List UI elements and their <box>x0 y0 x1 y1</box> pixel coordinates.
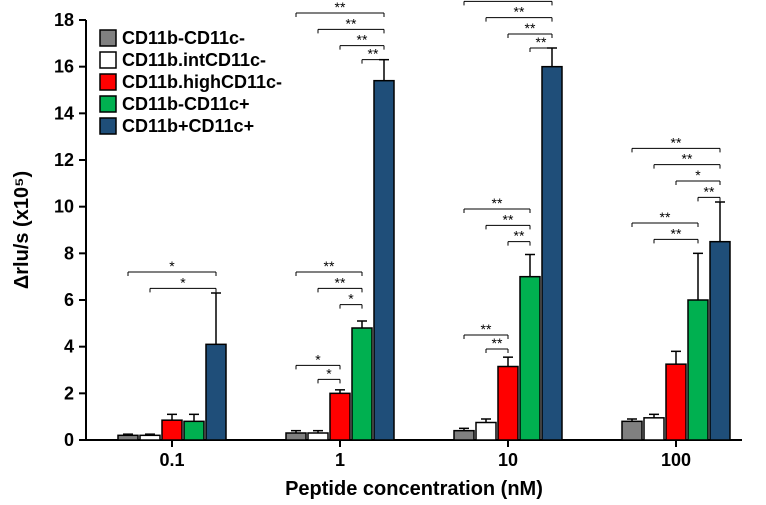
sig-label: ** <box>335 0 346 15</box>
legend-label: CD11b.intCD11c- <box>122 50 266 70</box>
legend-label: CD11b.highCD11c- <box>122 72 282 92</box>
sig-label: ** <box>503 0 514 3</box>
y-tick-label: 4 <box>64 337 74 357</box>
bar <box>666 364 686 440</box>
sig-label: ** <box>368 46 379 62</box>
x-tick-label: 0.1 <box>159 450 184 470</box>
bar <box>140 435 160 440</box>
legend-swatch <box>100 74 116 90</box>
sig-label: ** <box>492 335 503 351</box>
bar <box>308 433 328 440</box>
sig-label: ** <box>503 211 514 227</box>
bar <box>162 420 182 440</box>
y-tick-label: 10 <box>54 197 74 217</box>
x-tick-label: 100 <box>661 450 691 470</box>
sig-label: ** <box>481 321 492 337</box>
legend-label: CD11b+CD11c+ <box>122 116 254 136</box>
sig-label: ** <box>536 34 547 50</box>
sig-label: ** <box>682 151 693 167</box>
sig-label: * <box>348 291 354 307</box>
y-tick-label: 14 <box>54 103 74 123</box>
legend-swatch <box>100 118 116 134</box>
bar <box>542 67 562 440</box>
sig-label: ** <box>525 20 536 36</box>
sig-label: ** <box>346 15 357 31</box>
sig-label: ** <box>514 228 525 244</box>
sig-label: ** <box>324 258 335 274</box>
bar <box>622 421 642 440</box>
sig-label: * <box>695 167 701 183</box>
sig-label: * <box>180 274 186 290</box>
legend-label: CD11b-CD11c+ <box>122 94 250 114</box>
bar <box>454 431 474 440</box>
y-tick-label: 8 <box>64 243 74 263</box>
bar <box>286 433 306 440</box>
bar <box>644 418 664 440</box>
y-tick-label: 12 <box>54 150 74 170</box>
bar <box>330 393 350 440</box>
x-tick-label: 1 <box>335 450 345 470</box>
x-axis-title: Peptide concentration (nM) <box>285 478 543 500</box>
bar <box>184 421 204 440</box>
bar <box>476 423 496 441</box>
y-tick-label: 2 <box>64 383 74 403</box>
sig-label: ** <box>660 209 671 225</box>
grouped-bar-chart: 0 2 4 6 8 10 12 14 16 18 Δrlu/s (x10⁵) 0.1 1 10 100 Pep… <box>0 0 766 505</box>
sig-label: ** <box>357 32 368 48</box>
y-tick-label: 18 <box>54 10 74 30</box>
sig-label: ** <box>492 195 503 211</box>
legend-swatch <box>100 96 116 112</box>
sig-label: * <box>326 365 332 381</box>
bar <box>688 300 708 440</box>
y-tick-label: 6 <box>64 290 74 310</box>
legend-label: CD11b-CD11c- <box>122 28 245 48</box>
sig-label: * <box>315 351 321 367</box>
bar <box>206 344 226 440</box>
sig-label: ** <box>704 183 715 199</box>
bar <box>710 242 730 440</box>
sig-label: ** <box>335 274 346 290</box>
bar <box>498 367 518 441</box>
sig-label: ** <box>671 134 682 150</box>
sig-label: * <box>169 258 175 274</box>
y-tick-label: 0 <box>64 430 74 450</box>
bar <box>520 277 540 440</box>
legend-swatch <box>100 30 116 46</box>
sig-label: ** <box>671 225 682 241</box>
x-tick-label: 10 <box>498 450 518 470</box>
legend-swatch <box>100 52 116 68</box>
bar <box>352 328 372 440</box>
bar <box>374 81 394 440</box>
y-tick-label: 16 <box>54 57 74 77</box>
y-axis-title: Δrlu/s (x10⁵) <box>11 171 33 289</box>
sig-label: ** <box>514 4 525 20</box>
bar <box>118 435 138 440</box>
